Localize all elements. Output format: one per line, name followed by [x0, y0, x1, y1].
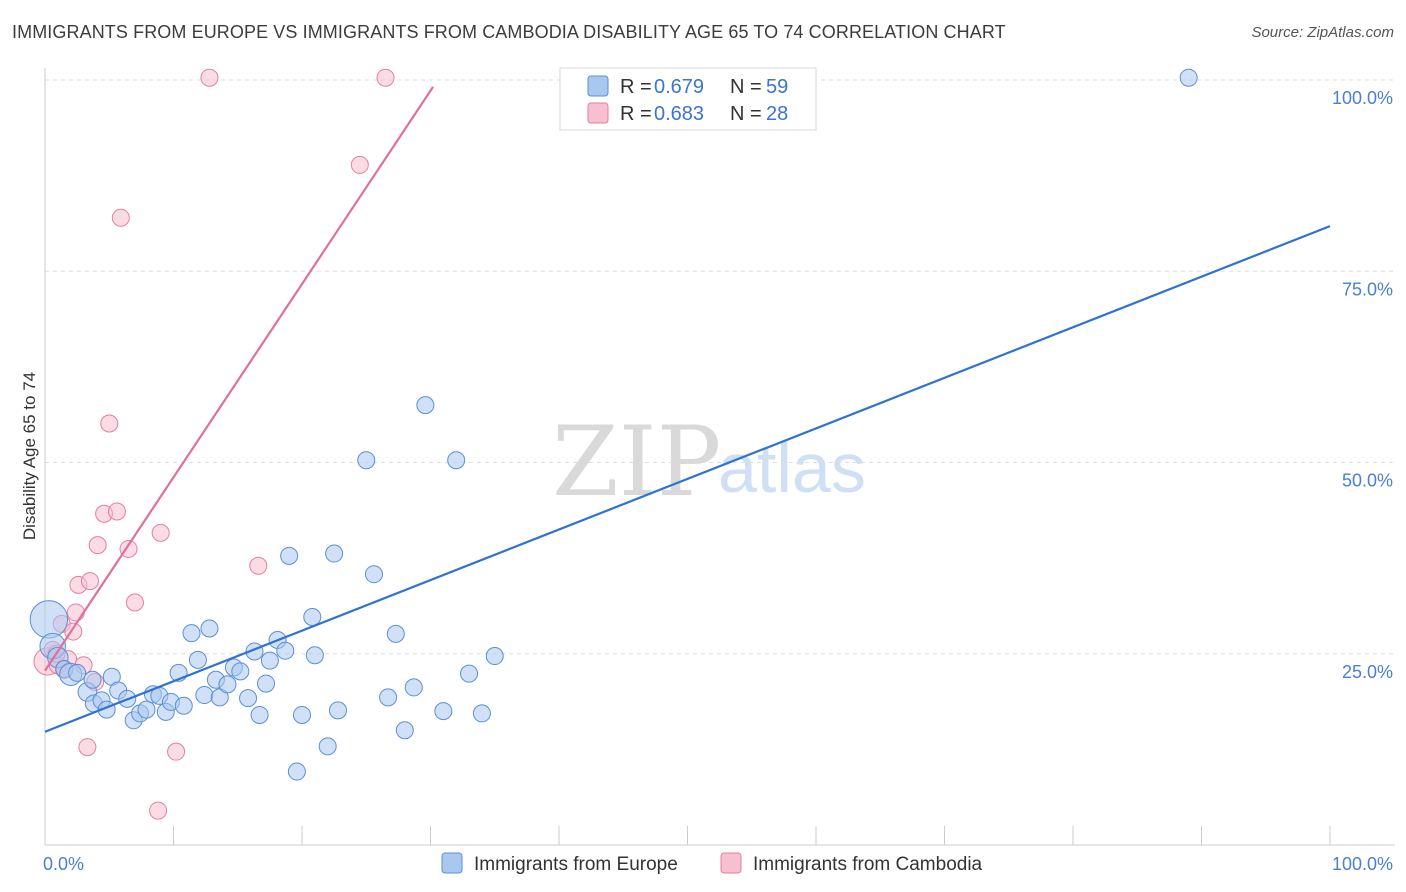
europe-point-54 — [434, 702, 453, 721]
y-axis-label: Disability Age 65 to 74 — [20, 372, 39, 540]
europe-r-label: R = — [620, 76, 652, 98]
europe-points — [29, 68, 1198, 781]
cambodia-swatch — [587, 102, 609, 124]
cambodia-r-label: R = — [620, 103, 652, 125]
cambodia-r-value: 0.683 — [654, 103, 704, 125]
cambodia-point-9 — [78, 738, 97, 757]
europe-point-44 — [318, 737, 337, 756]
cambodia-point-6 — [66, 603, 85, 622]
trend-lines — [44, 86, 1331, 733]
cambodia-point-25 — [376, 68, 395, 87]
europe-point-46 — [328, 701, 347, 720]
cambodia-point-22 — [200, 68, 219, 87]
europe-point-48 — [364, 565, 383, 584]
cambodia-point-15 — [107, 502, 126, 521]
europe-point-7 — [83, 670, 102, 689]
europe-swatch — [587, 75, 609, 97]
chart-title: IMMIGRANTS FROM EUROPE VS IMMIGRANTS FRO… — [12, 22, 1006, 42]
source-label: Source: ZipAtlas.com — [1251, 24, 1394, 41]
europe-point-57 — [472, 704, 491, 723]
cambodia-point-10 — [80, 572, 99, 591]
cambodia-n-value: 28 — [766, 103, 788, 125]
europe-point-23 — [182, 624, 201, 643]
y-tick-labels: 25.0% 50.0% 75.0% 100.0% — [1332, 88, 1393, 682]
europe-point-40 — [287, 762, 306, 781]
legend-europe-swatch — [441, 852, 463, 874]
europe-point-49 — [379, 688, 398, 707]
europe-point-55 — [447, 451, 466, 470]
watermark-atlas: atlas — [718, 429, 866, 507]
europe-point-38 — [276, 641, 295, 660]
europe-point-31 — [231, 662, 250, 681]
europe-point-39 — [280, 546, 299, 565]
europe-point-42 — [303, 608, 322, 627]
europe-point-53 — [416, 396, 435, 415]
y-tick-label-3: 100.0% — [1332, 88, 1393, 108]
europe-point-16 — [137, 700, 156, 719]
cambodia-point-14 — [100, 414, 119, 433]
cambodia-point-19 — [149, 801, 168, 820]
europe-r-value: 0.679 — [654, 76, 704, 98]
europe-point-51 — [395, 721, 414, 740]
europe-point-45 — [325, 544, 344, 563]
cambodia-trend-line — [44, 86, 434, 672]
europe-point-29 — [218, 675, 237, 694]
europe-point-59 — [1179, 68, 1198, 87]
cambodia-point-20 — [151, 523, 170, 542]
europe-point-41 — [293, 705, 311, 724]
europe-point-5 — [68, 663, 87, 682]
europe-point-43 — [305, 646, 324, 665]
europe-point-26 — [200, 619, 219, 638]
legend-cambodia-swatch — [720, 852, 742, 874]
europe-point-47 — [357, 451, 376, 470]
series-legend: Immigrants from Europe Immigrants from C… — [441, 852, 983, 875]
y-tick-label-0: 25.0% — [1342, 662, 1393, 682]
cambodia-point-24 — [350, 155, 369, 174]
europe-point-0 — [29, 600, 69, 639]
europe-point-34 — [250, 705, 269, 724]
europe-point-36 — [260, 651, 279, 670]
legend-cambodia-label: Immigrants from Cambodia — [753, 854, 983, 875]
legend-europe-label: Immigrants from Europe — [474, 854, 678, 875]
europe-point-25 — [195, 686, 214, 705]
axes — [44, 68, 1395, 846]
cambodia-point-16 — [111, 208, 130, 227]
cambodia-point-18 — [125, 593, 144, 612]
europe-point-22 — [174, 696, 193, 715]
y-tick-label-2: 75.0% — [1342, 279, 1393, 299]
europe-n-value: 59 — [766, 76, 788, 98]
y-tick-label-1: 50.0% — [1342, 471, 1393, 491]
europe-point-24 — [188, 650, 207, 669]
x-tick-labels: 0.0% 100.0% — [43, 854, 1393, 874]
europe-point-58 — [485, 647, 504, 666]
europe-point-32 — [239, 689, 258, 708]
cambodia-point-23 — [249, 556, 268, 575]
cambodia-point-12 — [88, 536, 107, 555]
x-tick-label-min: 0.0% — [43, 854, 84, 874]
europe-point-50 — [386, 624, 405, 643]
europe-point-52 — [404, 678, 423, 697]
europe-point-35 — [257, 674, 276, 693]
cambodia-n-label: N = — [730, 103, 762, 125]
europe-trend-line — [44, 225, 1331, 733]
cambodia-point-21 — [167, 742, 186, 761]
x-tick-label-max: 100.0% — [1332, 854, 1393, 874]
europe-n-label: N = — [730, 76, 762, 98]
europe-point-56 — [460, 664, 479, 683]
stats-legend: R = 0.679 N = 59 R = 0.683 N = 28 — [559, 67, 817, 131]
